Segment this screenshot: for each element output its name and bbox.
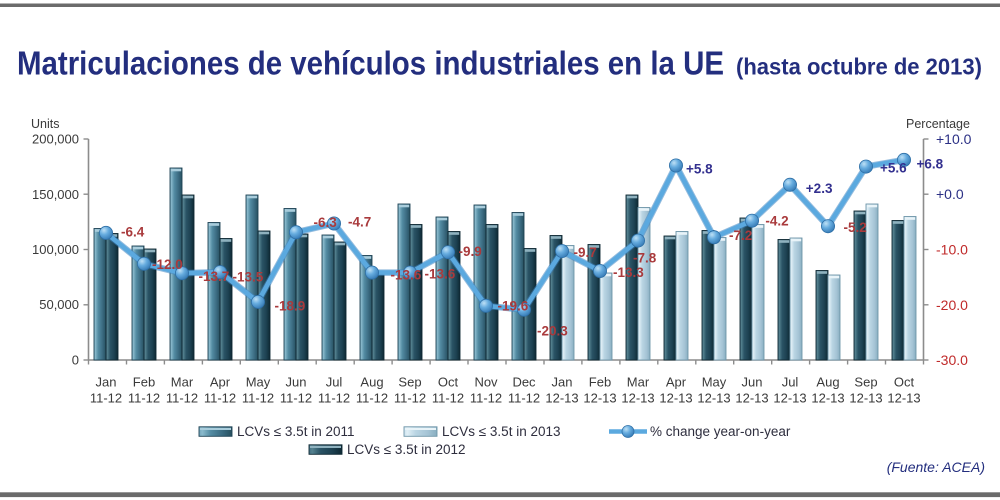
svg-text:12-13: 12-13 <box>773 391 806 406</box>
svg-text:-12.0: -12.0 <box>152 257 183 272</box>
svg-text:12-13: 12-13 <box>697 391 730 406</box>
svg-text:Apr: Apr <box>666 375 687 390</box>
svg-text:0: 0 <box>72 353 79 368</box>
svg-text:-13.7: -13.7 <box>199 269 230 284</box>
svg-text:11-12: 11-12 <box>508 391 540 406</box>
svg-text:Mar: Mar <box>627 375 650 390</box>
svg-text:11-12: 11-12 <box>166 391 198 406</box>
svg-text:Jan: Jan <box>552 375 573 390</box>
svg-text:Feb: Feb <box>133 375 155 390</box>
svg-text:May: May <box>702 375 727 390</box>
svg-text:11-12: 11-12 <box>242 391 274 406</box>
svg-text:11-12: 11-12 <box>280 391 312 406</box>
svg-text:Aug: Aug <box>816 375 839 390</box>
svg-text:Jan: Jan <box>96 375 117 390</box>
svg-text:12-13: 12-13 <box>849 391 882 406</box>
svg-text:-13.5: -13.5 <box>233 269 264 284</box>
svg-text:Nov: Nov <box>474 375 498 390</box>
svg-text:200,000: 200,000 <box>32 132 79 147</box>
svg-text:-20.3: -20.3 <box>537 324 568 339</box>
svg-text:12-13: 12-13 <box>811 391 844 406</box>
svg-text:+2.3: +2.3 <box>806 181 833 196</box>
svg-text:-19.6: -19.6 <box>498 299 529 314</box>
svg-text:11-12: 11-12 <box>470 391 502 406</box>
svg-text:12-13: 12-13 <box>735 391 768 406</box>
svg-text:12-13: 12-13 <box>545 391 578 406</box>
svg-text:12-13: 12-13 <box>583 391 616 406</box>
svg-text:(hasta octubre de 2013): (hasta octubre de 2013) <box>736 53 982 79</box>
svg-text:LCVs ≤ 3.5t in 2011: LCVs ≤ 3.5t in 2011 <box>237 424 354 439</box>
svg-text:150,000: 150,000 <box>32 187 79 202</box>
svg-text:+5.8: +5.8 <box>686 161 713 176</box>
svg-text:Sep: Sep <box>398 375 421 390</box>
svg-text:Oct: Oct <box>438 375 459 390</box>
svg-text:11-12: 11-12 <box>318 391 350 406</box>
svg-text:11-12: 11-12 <box>432 391 464 406</box>
svg-text:11-12: 11-12 <box>394 391 426 406</box>
svg-text:+0.0: +0.0 <box>936 186 964 202</box>
svg-text:Jun: Jun <box>742 375 763 390</box>
svg-text:100,000: 100,000 <box>32 242 79 257</box>
svg-text:11-12: 11-12 <box>90 391 122 406</box>
svg-text:-7.8: -7.8 <box>633 250 657 265</box>
svg-text:12-13: 12-13 <box>659 391 692 406</box>
svg-text:Feb: Feb <box>589 375 611 390</box>
svg-text:May: May <box>246 375 271 390</box>
svg-text:11-12: 11-12 <box>356 391 388 406</box>
svg-text:-6.3: -6.3 <box>314 215 338 230</box>
svg-text:LCVs ≤ 3.5t in 2012: LCVs ≤ 3.5t in 2012 <box>347 442 465 457</box>
svg-text:Dec: Dec <box>512 375 536 390</box>
svg-text:Jul: Jul <box>782 375 799 390</box>
svg-text:Sep: Sep <box>854 375 877 390</box>
svg-text:+10.0: +10.0 <box>936 131 972 147</box>
svg-text:12-13: 12-13 <box>621 391 654 406</box>
svg-text:Units: Units <box>31 117 59 131</box>
svg-text:-9.9: -9.9 <box>459 244 482 259</box>
svg-text:% change year-on-year: % change year-on-year <box>650 424 791 439</box>
svg-text:-18.9: -18.9 <box>275 299 306 314</box>
svg-text:-30.0: -30.0 <box>936 352 968 368</box>
svg-text:-7.2: -7.2 <box>729 228 752 243</box>
svg-text:Mar: Mar <box>171 375 194 390</box>
svg-text:LCVs ≤ 3.5t in 2013: LCVs ≤ 3.5t in 2013 <box>442 424 560 439</box>
svg-text:-9.7: -9.7 <box>574 245 597 260</box>
svg-text:12-13: 12-13 <box>887 391 920 406</box>
svg-text:Matriculaciones de vehículos i: Matriculaciones de vehículos industriale… <box>17 45 724 82</box>
svg-text:Percentage: Percentage <box>906 117 970 131</box>
svg-text:-10.0: -10.0 <box>936 242 968 258</box>
svg-text:50,000: 50,000 <box>39 297 79 312</box>
svg-text:11-12: 11-12 <box>204 391 236 406</box>
svg-text:(Fuente: ACEA): (Fuente: ACEA) <box>887 459 985 475</box>
svg-text:Jun: Jun <box>286 375 307 390</box>
svg-text:Aug: Aug <box>360 375 383 390</box>
svg-text:-4.2: -4.2 <box>765 214 788 229</box>
svg-text:-13.3: -13.3 <box>613 265 644 280</box>
svg-text:11-12: 11-12 <box>128 391 160 406</box>
svg-text:-13.6: -13.6 <box>425 266 456 281</box>
svg-text:+5.6: +5.6 <box>880 160 907 175</box>
svg-text:-20.0: -20.0 <box>936 297 968 313</box>
svg-text:Oct: Oct <box>894 375 915 390</box>
svg-text:Apr: Apr <box>210 375 231 390</box>
svg-text:+6.8: +6.8 <box>917 157 944 172</box>
svg-text:-4.7: -4.7 <box>348 214 371 229</box>
svg-text:-6.4: -6.4 <box>121 225 145 240</box>
svg-text:-13.6: -13.6 <box>391 267 422 282</box>
svg-text:Jul: Jul <box>326 375 343 390</box>
svg-text:-5.2: -5.2 <box>844 220 867 235</box>
